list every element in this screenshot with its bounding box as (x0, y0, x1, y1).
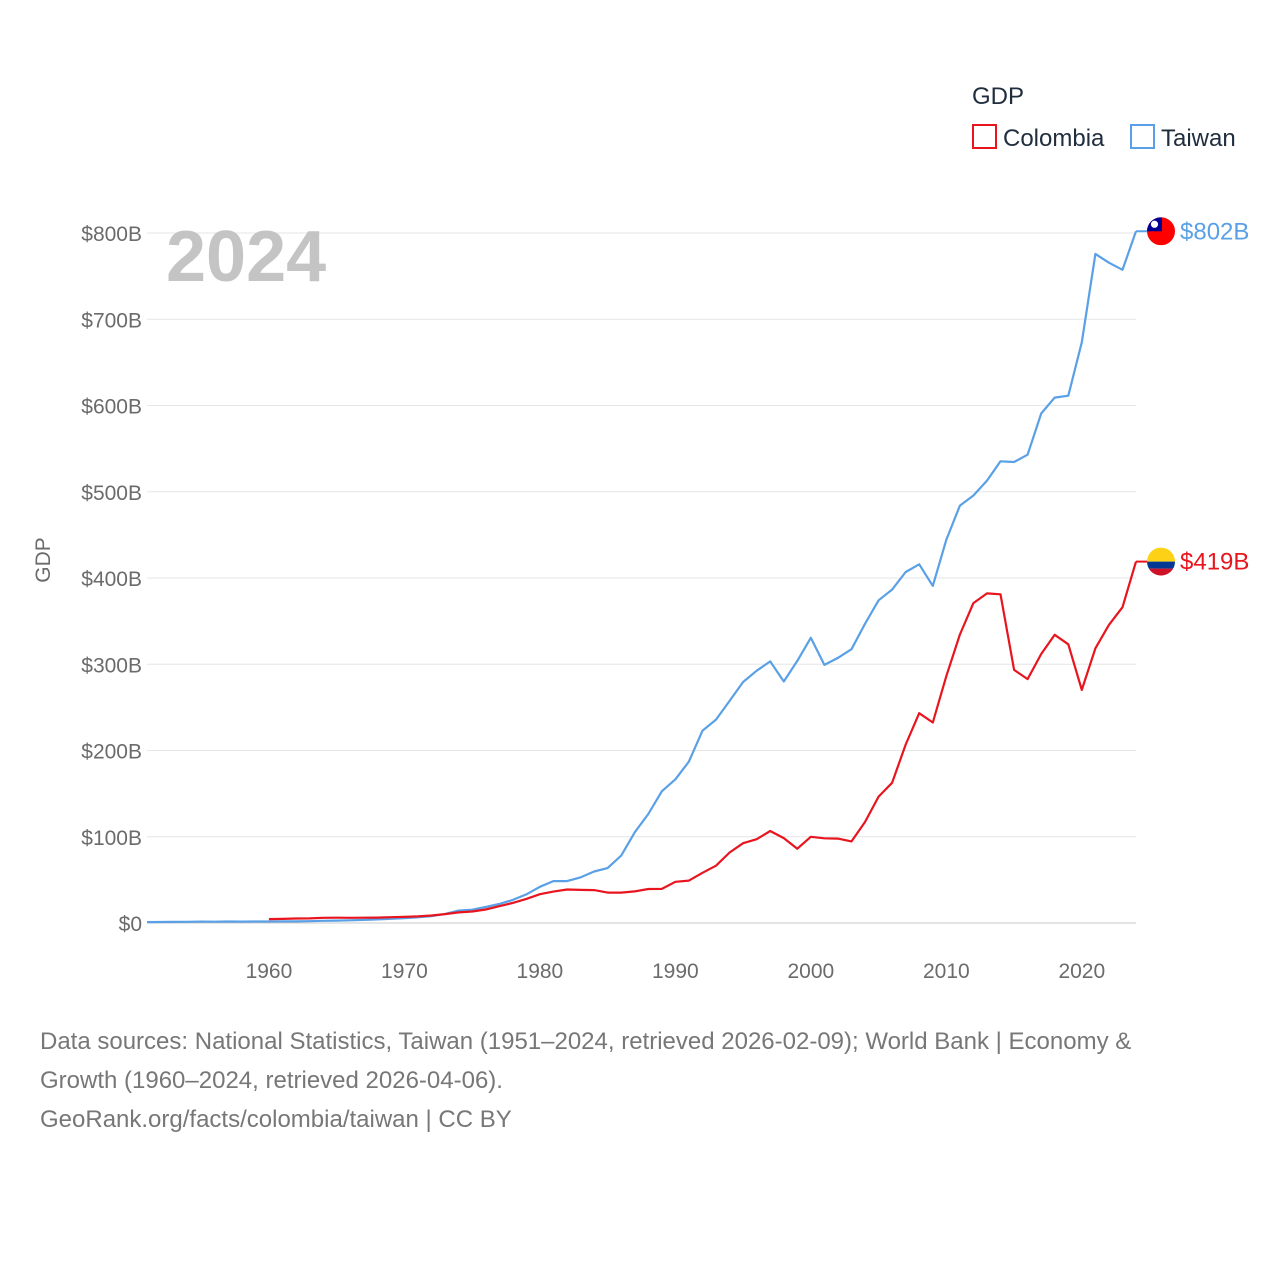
y-axis-title: GDP (32, 537, 55, 583)
y-tick-label: $100B (81, 827, 142, 850)
series-layer (146, 230, 1138, 924)
x-axis-ticks: 1960 1970 1980 1990 2000 2010 2020 (246, 960, 1106, 983)
x-tick-label: 1990 (652, 960, 699, 983)
y-axis-ticks: $0 $100B $200B $300B $400B $500B $600B $700B $80… (81, 223, 142, 936)
y-tick-label: $500B (81, 482, 142, 505)
colombia-flag-icon (1147, 547, 1175, 576)
y-tick-label: $0 (119, 913, 142, 936)
end-value-label-colombia: $419B (1180, 549, 1249, 576)
footer-line-2: Growth (1960–2024, retrieved 2026-04-06)… (40, 1067, 503, 1094)
y-tick-label: $200B (81, 741, 142, 764)
y-tick-label: $300B (81, 654, 142, 677)
y-tick-label: $400B (81, 568, 142, 591)
legend-label-taiwan: Taiwan (1161, 125, 1236, 152)
legend-swatch-colombia (972, 124, 997, 149)
footer-line-1: Data sources: National Statistics, Taiwa… (40, 1028, 1132, 1055)
taiwan-flag-icon (1147, 217, 1175, 246)
current-year-label: 2024 (166, 217, 326, 297)
legend: GDP Colombia Taiwan (972, 83, 1236, 152)
series-line-taiwan (146, 230, 1138, 924)
series-line-colombia (268, 561, 1138, 921)
x-tick-label: 1980 (517, 960, 564, 983)
x-tick-label: 2000 (787, 960, 834, 983)
end-value-label-taiwan: $802B (1180, 218, 1249, 245)
footer-source-link[interactable]: GeoRank.org/facts/colombia/taiwan | CC B… (40, 1106, 512, 1133)
y-tick-label: $600B (81, 396, 142, 419)
x-tick-label: 1960 (246, 960, 293, 983)
x-tick-label: 1970 (381, 960, 428, 983)
y-tick-label: $700B (81, 309, 142, 332)
x-tick-label: 2010 (923, 960, 970, 983)
x-tick-label: 2020 (1058, 960, 1105, 983)
end-markers: $802B $419B (1136, 217, 1249, 576)
y-tick-label: $800B (81, 223, 142, 246)
legend-swatch-taiwan (1130, 124, 1155, 149)
data-source-footer: Data sources: National Statistics, Taiwa… (40, 1022, 1240, 1139)
legend-title: GDP (972, 83, 1024, 110)
gridlines (147, 232, 1136, 924)
legend-label-colombia: Colombia (1003, 125, 1105, 152)
